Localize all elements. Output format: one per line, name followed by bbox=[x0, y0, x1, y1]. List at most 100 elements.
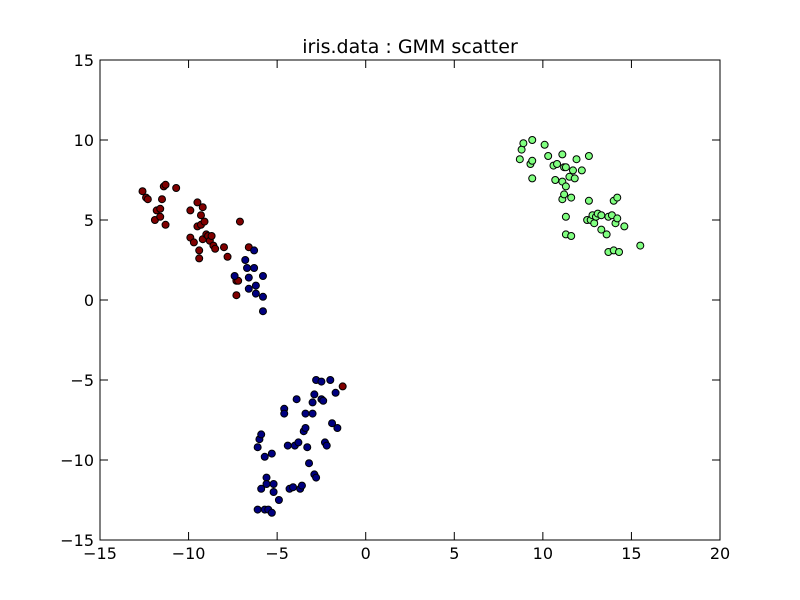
data-point bbox=[220, 243, 228, 252]
x-tick-label: −10 bbox=[172, 544, 206, 563]
x-axis: −15 −10 −5 0 5 10 15 20 bbox=[83, 60, 730, 563]
data-point bbox=[544, 152, 553, 160]
data-point bbox=[303, 443, 312, 452]
data-point bbox=[292, 395, 301, 404]
data-point bbox=[636, 241, 645, 250]
data-point bbox=[301, 424, 310, 432]
data-point bbox=[267, 508, 276, 517]
data-point bbox=[172, 184, 181, 192]
y-tick-label: 0 bbox=[84, 291, 94, 310]
data-point bbox=[289, 483, 298, 492]
data-point bbox=[251, 289, 260, 298]
data-point bbox=[244, 284, 253, 293]
data-point bbox=[195, 254, 204, 263]
data-point bbox=[250, 246, 259, 255]
data-point bbox=[567, 232, 576, 240]
data-point bbox=[280, 409, 289, 418]
data-point bbox=[241, 256, 250, 264]
data-point bbox=[517, 145, 526, 154]
data-point bbox=[143, 195, 152, 204]
data-point bbox=[613, 193, 622, 202]
data-point bbox=[308, 398, 317, 407]
x-tick-label: 5 bbox=[449, 544, 459, 563]
data-point bbox=[519, 139, 528, 148]
x-tick-label: −15 bbox=[83, 544, 117, 563]
data-point bbox=[269, 488, 278, 496]
x-tick-label: 10 bbox=[533, 544, 553, 563]
data-point bbox=[297, 481, 306, 490]
data-point bbox=[260, 452, 269, 461]
data-point bbox=[572, 155, 581, 164]
data-point bbox=[338, 382, 347, 391]
data-point bbox=[158, 195, 166, 204]
data-point bbox=[561, 182, 570, 191]
data-point bbox=[189, 238, 198, 247]
data-point bbox=[331, 388, 340, 397]
data-point bbox=[257, 430, 266, 439]
data-point bbox=[528, 156, 537, 165]
data-point bbox=[258, 292, 267, 301]
data-point bbox=[230, 272, 239, 280]
data-point bbox=[568, 166, 577, 175]
data-point bbox=[267, 449, 276, 458]
data-point bbox=[326, 376, 335, 384]
data-point bbox=[615, 248, 624, 256]
x-tick-label: 0 bbox=[361, 544, 371, 563]
data-point bbox=[244, 273, 253, 282]
x-tick-label: 20 bbox=[710, 544, 730, 563]
data-point bbox=[156, 204, 165, 213]
data-point bbox=[551, 176, 560, 184]
data-point bbox=[620, 222, 629, 231]
data-point bbox=[584, 152, 593, 160]
data-point bbox=[243, 264, 252, 272]
data-point bbox=[319, 396, 328, 405]
data-point bbox=[211, 244, 220, 253]
y-tick-label: 15 bbox=[74, 51, 94, 70]
data-point bbox=[253, 443, 262, 452]
y-tick-label: −10 bbox=[60, 451, 94, 470]
data-point bbox=[193, 198, 202, 207]
y-tick-label: −15 bbox=[60, 531, 94, 550]
data-point bbox=[258, 272, 267, 280]
data-point bbox=[235, 217, 244, 226]
y-tick-label: 10 bbox=[74, 131, 94, 150]
data-point bbox=[223, 252, 232, 261]
data-point bbox=[515, 155, 524, 164]
y-tick-label: 5 bbox=[84, 211, 94, 230]
data-point bbox=[540, 140, 549, 149]
data-point bbox=[312, 473, 321, 482]
data-point bbox=[560, 190, 569, 199]
chart-title: iris.data : GMM scatter bbox=[302, 36, 518, 58]
data-point bbox=[570, 174, 579, 183]
data-point bbox=[328, 419, 337, 428]
data-point bbox=[294, 438, 303, 447]
data-point bbox=[317, 377, 326, 386]
y-tick-label: −5 bbox=[70, 371, 94, 390]
data-point bbox=[597, 225, 606, 234]
data-point bbox=[198, 203, 207, 212]
data-point bbox=[196, 211, 205, 220]
points-layer bbox=[138, 136, 645, 517]
data-point bbox=[584, 196, 593, 205]
data-point bbox=[553, 160, 562, 168]
data-point bbox=[561, 212, 570, 221]
data-point bbox=[590, 219, 599, 228]
data-point bbox=[253, 505, 262, 514]
data-point bbox=[156, 212, 165, 221]
y-axis: −15 −10 −5 0 5 10 15 bbox=[60, 51, 720, 550]
data-point bbox=[250, 264, 259, 272]
data-point bbox=[558, 150, 567, 159]
data-point bbox=[613, 214, 622, 223]
data-point bbox=[161, 220, 170, 229]
data-point bbox=[161, 180, 170, 189]
data-point bbox=[232, 291, 241, 300]
data-point bbox=[305, 459, 314, 468]
data-point bbox=[597, 211, 606, 220]
data-point bbox=[283, 441, 292, 450]
data-point bbox=[257, 484, 266, 493]
data-point bbox=[251, 281, 260, 290]
data-point bbox=[207, 232, 216, 240]
data-point bbox=[322, 441, 331, 450]
